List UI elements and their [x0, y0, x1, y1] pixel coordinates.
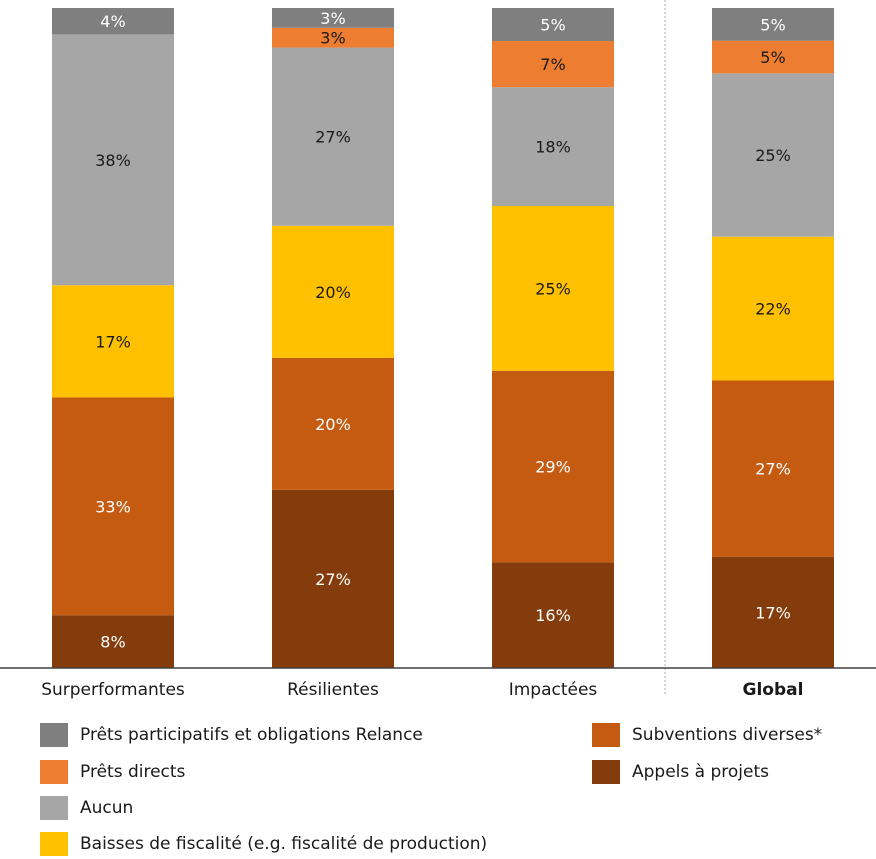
bar-segment: [712, 236, 834, 381]
bar-segment: [492, 8, 614, 41]
data-label: 20%: [315, 283, 351, 302]
legend-swatch: [40, 723, 68, 747]
category-labels: Surperformantes Résilientes Impactées Globa…: [41, 680, 803, 700]
legend-label: Aucun: [80, 798, 134, 818]
data-label: 8%: [100, 633, 125, 652]
bar-segment: [492, 87, 614, 206]
category-label: Global: [743, 680, 804, 700]
bar-segment: [712, 8, 834, 41]
data-label: 7%: [540, 55, 565, 74]
data-label: 27%: [755, 460, 791, 479]
bar-segment: [272, 8, 394, 28]
bar-segment: [492, 562, 614, 668]
legend-swatch: [40, 760, 68, 784]
data-label: 33%: [95, 497, 131, 516]
data-label: 16%: [535, 606, 571, 625]
legend-item-subventions: Subventions diverses*: [592, 723, 822, 747]
legend-label: Subventions diverses*: [632, 725, 823, 745]
data-label: 4%: [100, 12, 125, 31]
bar-segment: [492, 371, 614, 563]
stacked-bar-chart: 8% 33% 17% 38% 4% 27% 20% 20% 27% 3%3% 16% 29% 25% 18…: [0, 0, 876, 700]
legend-item-appels-a-projets: Appels à projets: [592, 760, 769, 784]
bar-segment: [272, 357, 394, 490]
bar-segment: [712, 73, 834, 237]
data-label: 25%: [755, 146, 791, 165]
data-label: 17%: [755, 603, 791, 622]
data-label: 38%: [95, 151, 131, 170]
data-label: 17%: [95, 332, 131, 351]
legend-item-aucun: Aucun: [40, 796, 133, 820]
data-label: 5%: [540, 16, 565, 35]
legend-label: Prêts participatifs et obligations Relan…: [80, 725, 423, 745]
bar-segment: [52, 8, 174, 35]
data-label: 3%: [320, 29, 345, 48]
data-label: 3%: [320, 9, 345, 28]
bar-segment: [52, 397, 174, 616]
legend-label: Baisses de fiscalité (e.g. fiscalité de …: [80, 834, 488, 854]
bar-segment: [712, 556, 834, 668]
bar-segment: [492, 41, 614, 88]
data-label: 27%: [315, 570, 351, 589]
data-label: 5%: [760, 48, 785, 67]
legend-item-prets-participatifs: Prêts participatifs et obligations Relan…: [40, 723, 423, 747]
legend-label: Prêts directs: [80, 762, 186, 782]
bar-segment: [492, 206, 614, 371]
data-label: 27%: [315, 128, 351, 147]
category-label: Surperformantes: [41, 680, 185, 700]
legend: Prêts participatifs et obligations Relan…: [0, 700, 876, 859]
bar-segment: [52, 34, 174, 286]
legend-item-prets-directs: Prêts directs: [40, 760, 185, 784]
legend-swatch: [592, 723, 620, 747]
data-label: 25%: [535, 280, 571, 299]
bar-segment: [712, 380, 834, 557]
legend-item-baisses-fiscalite: Baisses de fiscalité (e.g. fiscalité de …: [40, 832, 487, 856]
data-label: 22%: [755, 300, 791, 319]
bar-segment: [272, 225, 394, 358]
bar-segment: [272, 489, 394, 668]
legend-swatch: [40, 832, 68, 856]
category-label: Impactées: [509, 680, 598, 700]
data-label: 5%: [760, 15, 785, 34]
bar-segment: [272, 47, 394, 226]
bar-segment: [272, 27, 394, 48]
data-label: 29%: [535, 458, 571, 477]
bar-segment: [52, 615, 174, 668]
bar-segment: [712, 40, 834, 74]
bars-group: 8% 33% 17% 38% 4% 27% 20% 20% 27% 3%3% 16% 29% 25% 18…: [52, 8, 834, 668]
legend-swatch: [592, 760, 620, 784]
legend-label: Appels à projets: [632, 762, 769, 782]
bar-segment: [52, 285, 174, 398]
category-label: Résilientes: [287, 680, 379, 700]
legend-swatch: [40, 796, 68, 820]
data-label: 18%: [535, 138, 571, 157]
data-label: 20%: [315, 415, 351, 434]
